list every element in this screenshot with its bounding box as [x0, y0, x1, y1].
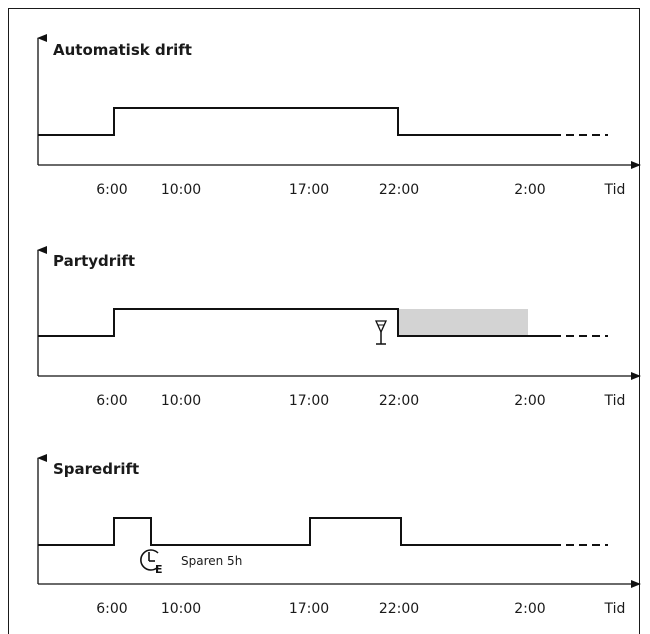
glass-icon: [374, 320, 388, 345]
tick-label: 22:00: [379, 182, 419, 198]
tick-label: 2:00: [514, 182, 545, 198]
party-extension-area: [399, 309, 528, 336]
schedule-line: [38, 308, 561, 337]
axis-label: Tid: [604, 601, 626, 617]
tick-label: 6:00: [96, 601, 127, 617]
panel-title: Sparedrift: [53, 460, 139, 478]
tick-label: 2:00: [514, 393, 545, 409]
clock-e-icon: E: [140, 549, 163, 576]
panel-sparedrift: Sparedrift E Sparen 5h 6:00 10:00 17:00 …: [37, 454, 641, 617]
tick-label: 22:00: [379, 601, 419, 617]
tick-label: 2:00: [514, 601, 545, 617]
schedule-line: [38, 107, 561, 136]
panel-partydrift: Partydrift 6:00 10:00 17:00 22:00 2:00 T…: [37, 246, 641, 409]
axis-label: Tid: [604, 182, 626, 198]
tick-label: 6:00: [96, 182, 127, 198]
tick-label: 10:00: [161, 393, 201, 409]
tick-labels: 6:00 10:00 17:00 22:00 2:00 Tid: [96, 182, 625, 198]
panel-automatisk-drift: Automatisk drift 6:00 10:00 17:00 22:00 …: [37, 34, 641, 198]
tick-label: 17:00: [289, 601, 329, 617]
tick-labels: 6:00 10:00 17:00 22:00 2:00 Tid: [96, 601, 625, 617]
tick-label: 6:00: [96, 393, 127, 409]
tick-label: 22:00: [379, 393, 419, 409]
schedule-line: [38, 517, 561, 546]
axis-label: Tid: [604, 393, 626, 409]
tick-labels: 6:00 10:00 17:00 22:00 2:00 Tid: [96, 393, 625, 409]
panel-title: Partydrift: [53, 252, 135, 270]
panel-title: Automatisk drift: [53, 41, 192, 59]
tick-label: 17:00: [289, 393, 329, 409]
svg-text:E: E: [155, 563, 163, 576]
tick-label: 10:00: [161, 601, 201, 617]
spare-note: Sparen 5h: [181, 554, 242, 568]
tick-label: 17:00: [289, 182, 329, 198]
tick-label: 10:00: [161, 182, 201, 198]
